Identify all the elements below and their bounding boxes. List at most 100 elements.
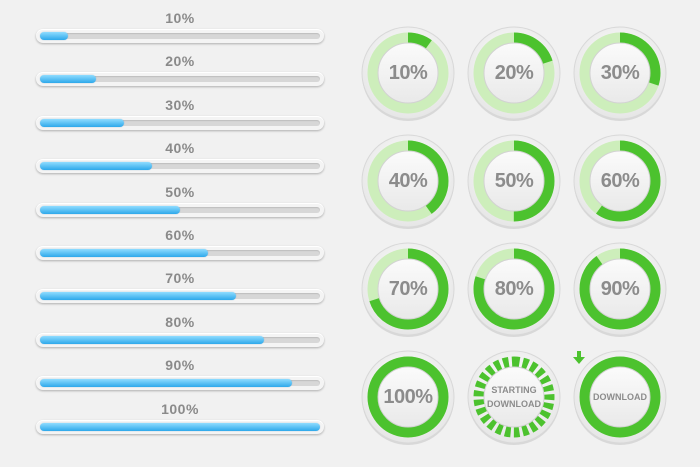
dial-progress-arc: [367, 32, 449, 114]
progress-bar-track: [36, 202, 324, 217]
progress-bar-track: [36, 159, 324, 174]
circular-progress-dial: 100%: [360, 349, 456, 445]
dial-percent-label: 70%: [388, 277, 428, 300]
dial-progress-arc: [473, 248, 555, 330]
linear-progress-panel: 10% 20% 30% 40% 50% 60% 70% 80% 90% 100%: [0, 0, 340, 467]
circular-progress-dial: 40%: [360, 133, 456, 229]
progress-bar-row: 10%: [36, 10, 324, 50]
progress-bar-groove: [40, 118, 320, 127]
circular-progress-dial: 10%: [360, 25, 456, 121]
dial-progress-arc: [579, 32, 661, 114]
dial-graphic: [573, 242, 667, 337]
dial-percent-label: 80%: [494, 277, 534, 300]
dial-percent-label: 30%: [600, 61, 640, 84]
progress-bar-track: [36, 289, 324, 304]
dial-face: [483, 42, 545, 104]
circular-progress-dial: 50%: [466, 133, 562, 229]
dial-face: [377, 42, 439, 104]
dial-face: [589, 150, 651, 212]
progress-bar-track: [36, 72, 324, 87]
dial-percent-label: 50%: [494, 169, 534, 192]
dial-face: [483, 366, 545, 428]
progress-bar-row: 20%: [36, 53, 324, 93]
dial-progress-arc: [473, 32, 555, 114]
progress-bar-label: 100%: [161, 400, 199, 417]
progress-bar-groove: [40, 422, 320, 431]
progress-bar-row: 50%: [36, 184, 324, 224]
progress-bar-row: 30%: [36, 97, 324, 137]
progress-bar-track: [36, 115, 324, 130]
progress-bar-row: 90%: [36, 357, 324, 397]
starting-download-line2: DOWNLOAD: [487, 399, 541, 409]
progress-bar-row: 100%: [36, 401, 324, 441]
progress-bar-label: 80%: [165, 313, 195, 330]
circular-progress-dial: 60%: [572, 133, 668, 229]
progress-bar-track: [36, 246, 324, 260]
dial-graphic: [361, 26, 455, 121]
dial-percent-label: 100%: [383, 385, 433, 408]
progress-bar-label: 50%: [165, 183, 195, 200]
dial-face: [377, 366, 439, 428]
progress-bar-fill: [40, 422, 320, 431]
progress-bar-groove: [40, 205, 320, 214]
circular-progress-dial: 90%: [572, 241, 668, 337]
dial-progress-arc: [367, 356, 449, 438]
progress-bar-row: 60%: [36, 227, 324, 267]
progress-bar-fill: [40, 379, 292, 388]
progress-bar-row: 40%: [36, 140, 324, 180]
progress-bar-fill: [40, 162, 152, 171]
dial-percent-label: 20%: [494, 61, 534, 84]
download-button-content: DOWNLOAD: [572, 349, 668, 445]
dial-percent-label: 40%: [388, 169, 428, 192]
circular-progress-dial: 20%: [466, 25, 562, 121]
circular-progress-dial: 80%: [466, 241, 562, 337]
progress-bar-label: 10%: [165, 10, 195, 26]
progress-bar-fill: [40, 292, 236, 301]
progress-bar-groove: [40, 379, 320, 388]
download-button-label: DOWNLOAD: [593, 392, 647, 402]
circular-progress-dial: 70%: [360, 241, 456, 337]
dial-graphic: [573, 26, 667, 121]
dial-graphic: [467, 242, 561, 337]
progress-bar-groove: [40, 162, 320, 171]
progress-bar-groove: [40, 32, 320, 40]
dial-progress-arc: [367, 248, 449, 330]
dial-graphic: [573, 134, 667, 229]
progress-bar-track: [36, 332, 324, 347]
progress-bar-label: 90%: [165, 357, 195, 374]
progress-bar-label: 30%: [165, 96, 195, 113]
dial-face: [589, 42, 651, 104]
progress-bar-fill: [40, 249, 208, 257]
dial-graphic: [467, 26, 561, 121]
dial-progress-arc: [473, 140, 555, 222]
dial-face: [483, 150, 545, 212]
dial-progress-arc: [579, 140, 661, 222]
dashed-progress-ring: [473, 356, 555, 438]
dial-graphic: [361, 134, 455, 229]
progress-bar-track: [36, 419, 324, 434]
dial-percent-label: 10%: [388, 61, 428, 84]
progress-bar-label: 60%: [165, 227, 195, 243]
progress-bar-fill: [40, 75, 96, 84]
starting-download-graphic: [467, 350, 561, 445]
dial-progress-arc: [367, 140, 449, 222]
progress-bar-label: 40%: [165, 140, 195, 157]
progress-bar-fill: [40, 32, 68, 40]
progress-bar-groove: [40, 335, 320, 344]
progress-bar-row: 80%: [36, 314, 324, 354]
progress-bar-fill: [40, 118, 124, 127]
progress-bar-label: 70%: [165, 270, 195, 287]
progress-bar-track: [36, 376, 324, 391]
dial-face: [589, 366, 651, 428]
dial-percent-label: 60%: [600, 169, 640, 192]
progress-bar-track: [36, 29, 324, 43]
download-button[interactable]: DOWNLOAD: [572, 349, 668, 445]
starting-download-label: STARTING DOWNLOAD: [466, 349, 562, 445]
progress-bar-row: 70%: [36, 270, 324, 310]
progress-bar-fill: [40, 205, 180, 214]
dial-progress-arc: [579, 248, 661, 330]
download-button-graphic: [573, 350, 667, 445]
dial-graphic: [361, 350, 455, 445]
progress-bar-groove: [40, 75, 320, 84]
